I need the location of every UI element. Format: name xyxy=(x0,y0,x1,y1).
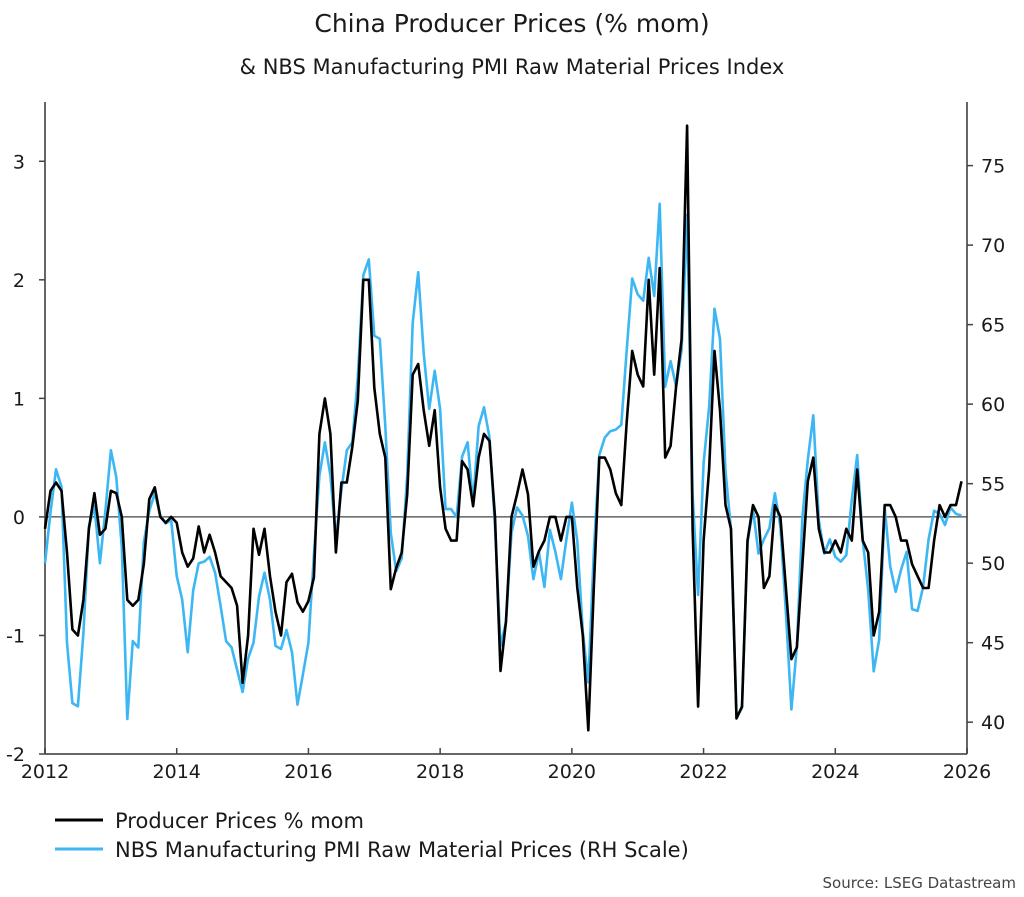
right-tick-label: 70 xyxy=(981,235,1005,257)
right-tick-label: 60 xyxy=(981,394,1005,416)
legend-label-pmi: NBS Manufacturing PMI Raw Material Price… xyxy=(115,838,689,862)
axes: -2 -1 0 1 2 3 40 45 50 55 60 65 70 75 2012 2014 2016 2018… xyxy=(6,102,1005,783)
x-tick-label: 2020 xyxy=(548,761,596,783)
producer-prices-line xyxy=(43,124,963,732)
source-note: Source: LSEG Datastream xyxy=(823,874,1016,892)
x-tick-label: 2012 xyxy=(21,761,69,783)
x-tick-label: 2022 xyxy=(679,761,727,783)
x-tick-label: 2024 xyxy=(811,761,859,783)
right-tick-label: 55 xyxy=(981,474,1005,496)
left-tick-label: 2 xyxy=(13,270,25,292)
right-tick-label: 40 xyxy=(981,712,1005,734)
right-tick-label: 50 xyxy=(981,553,1005,575)
pmi-raw-material-prices-line xyxy=(43,202,962,721)
series-group xyxy=(43,124,963,732)
right-tick-label: 65 xyxy=(981,315,1005,337)
left-tick-label: -2 xyxy=(6,744,25,766)
legend: Producer Prices % mom NBS Manufacturing … xyxy=(55,809,689,862)
left-tick-label: 1 xyxy=(13,388,25,410)
x-tick-label: 2016 xyxy=(284,761,332,783)
chart-subtitle: & NBS Manufacturing PMI Raw Material Pri… xyxy=(240,55,785,79)
chart-title: China Producer Prices (% mom) xyxy=(314,9,709,38)
x-tick-label: 2014 xyxy=(153,761,201,783)
left-tick-label: 0 xyxy=(13,507,25,529)
right-tick-label: 75 xyxy=(981,156,1005,178)
left-tick-label: -1 xyxy=(6,625,25,647)
x-tick-label: 2018 xyxy=(416,761,464,783)
right-tick-label: 45 xyxy=(981,633,1005,655)
legend-label-ppi: Producer Prices % mom xyxy=(115,809,364,833)
left-tick-label: 3 xyxy=(13,151,25,173)
x-tick-label: 2026 xyxy=(943,761,991,783)
